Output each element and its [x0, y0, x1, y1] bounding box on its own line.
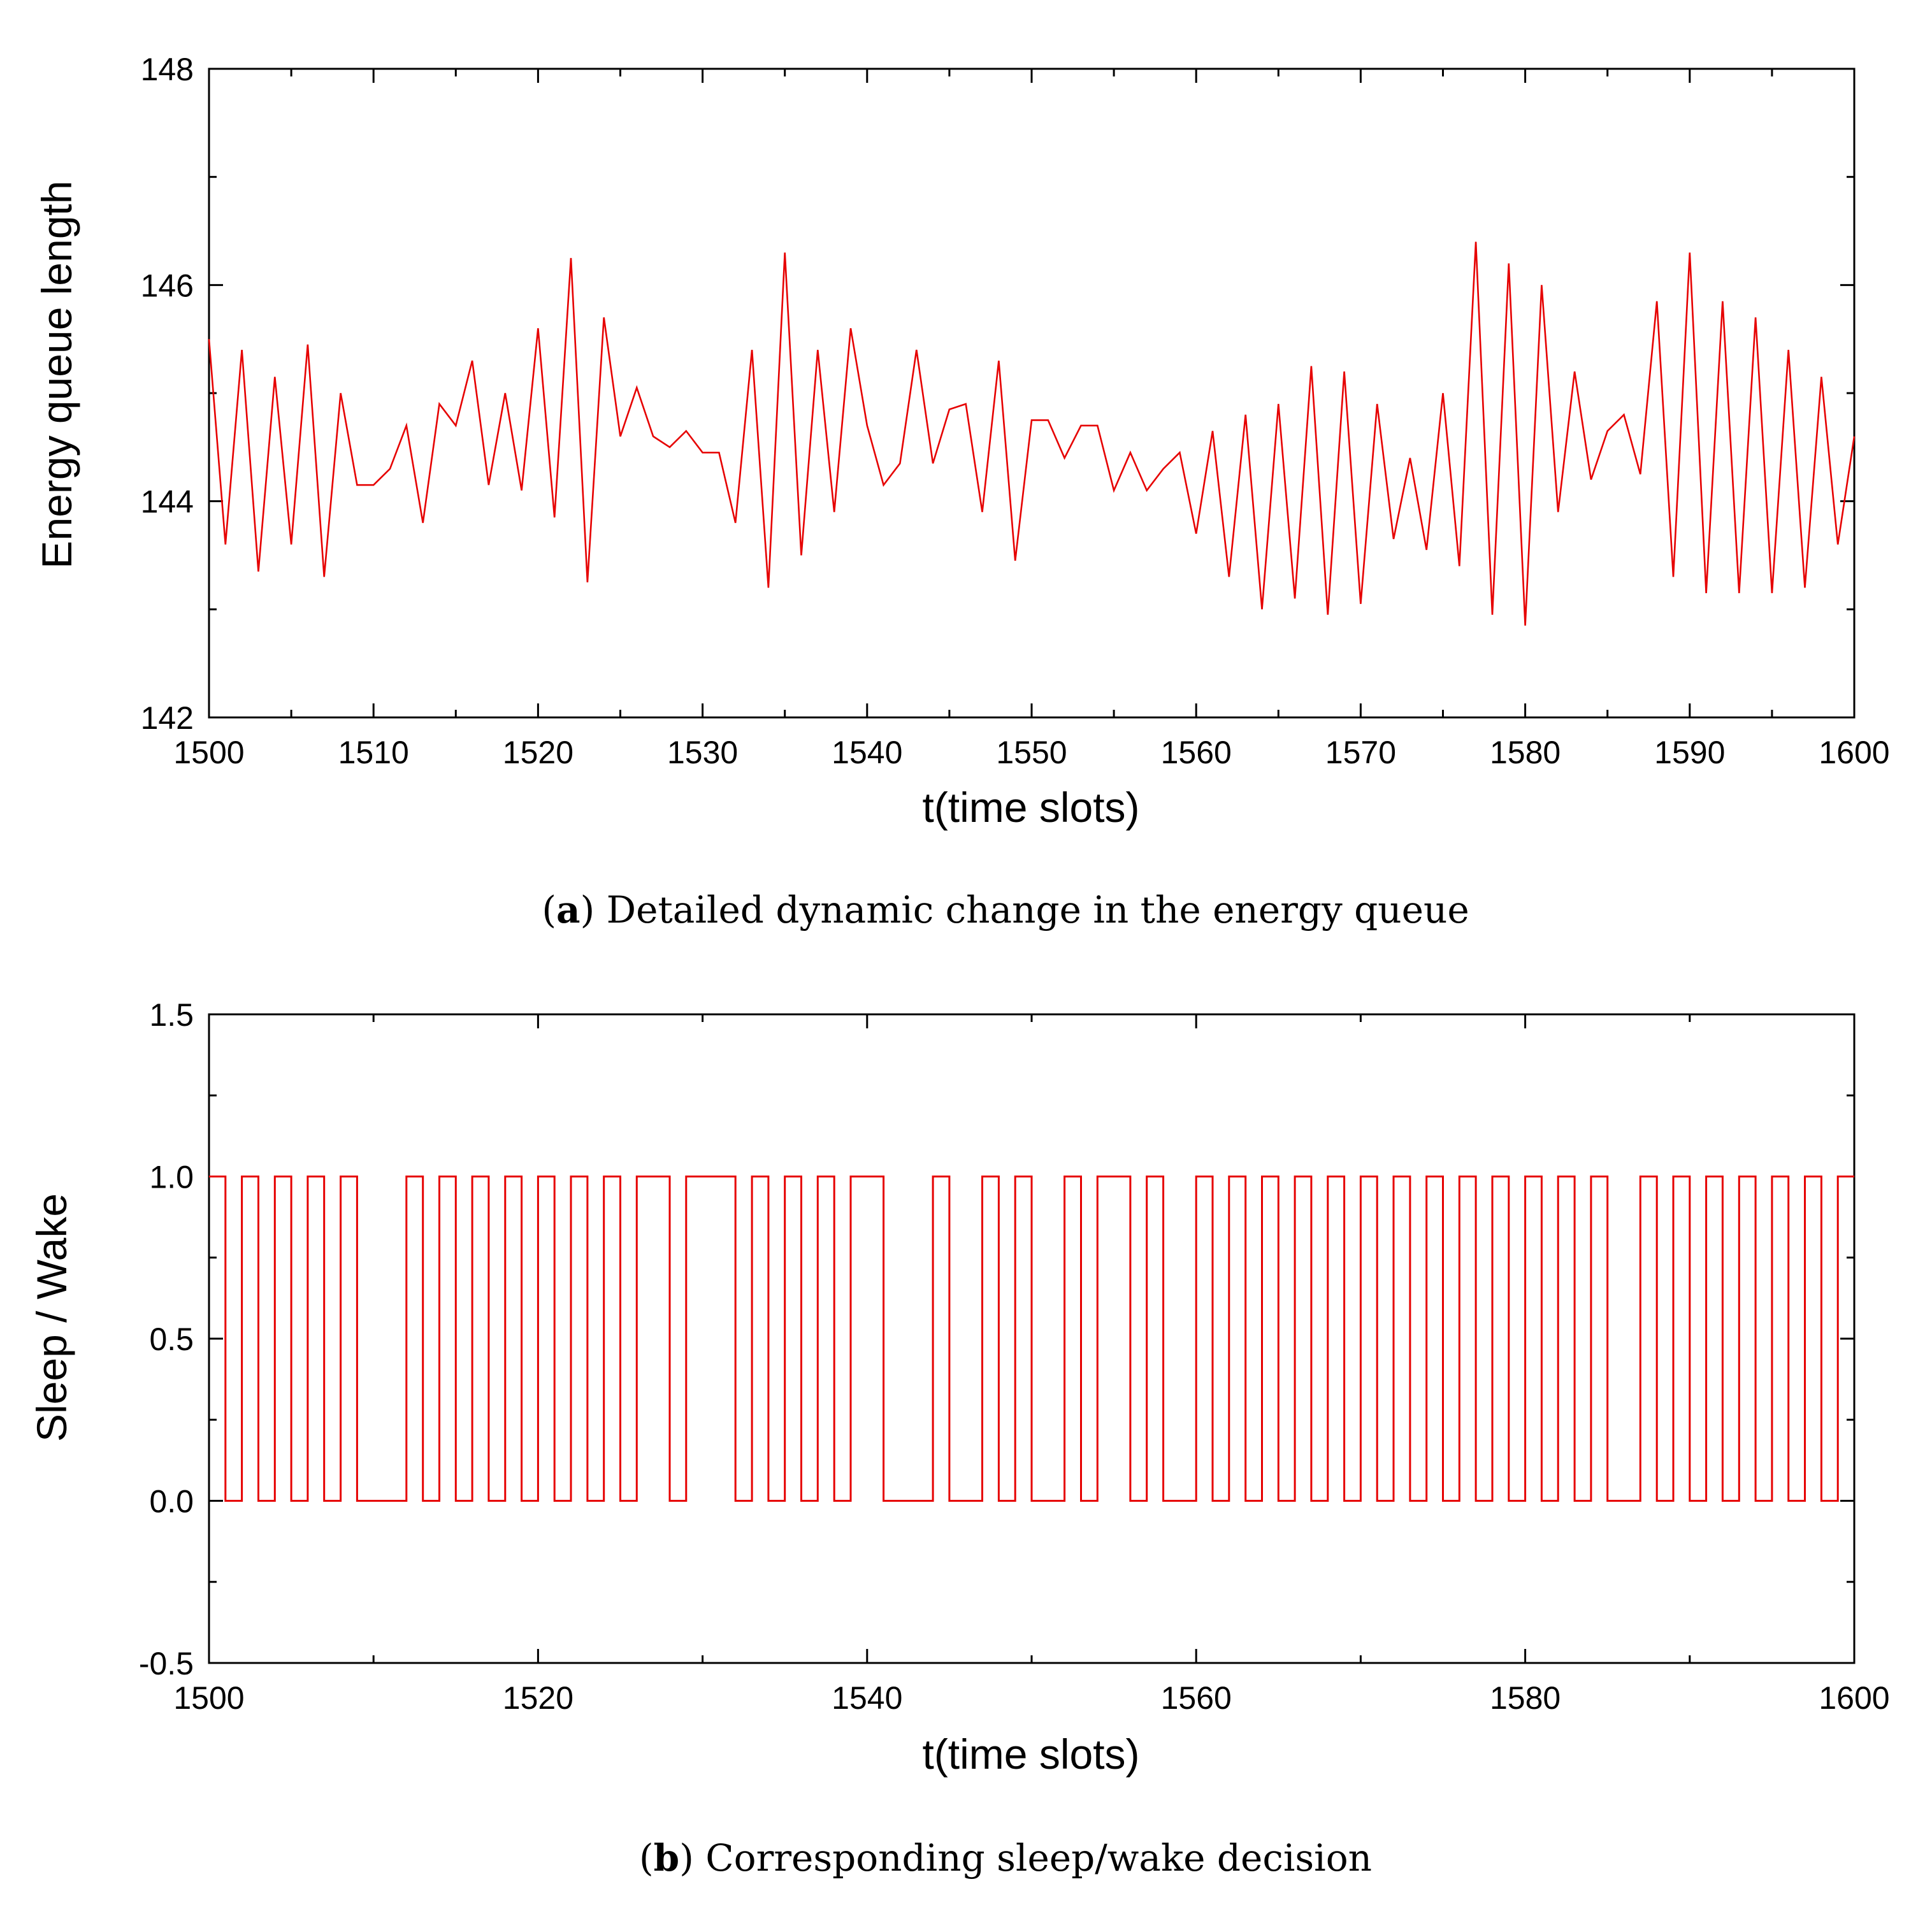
energy-queue-x-axis-label: t(time slots)	[922, 784, 1139, 831]
y-tick-label: 1.5	[149, 997, 194, 1033]
energy-queue-caption: (a) Detailed dynamic change in the energ…	[542, 888, 1469, 932]
x-tick-label: 1600	[1819, 1680, 1889, 1716]
x-tick-label: 1600	[1819, 735, 1889, 770]
x-tick-label: 1510	[338, 735, 409, 770]
energy-queue-chart: 1500 1510 1520 1530 1540 1550 1560 1570 1580 1590…	[33, 52, 1890, 932]
energy-queue-caption-letter: a	[556, 888, 580, 932]
y-tick-label: 144	[141, 484, 194, 520]
y-tick-label: 0.5	[149, 1321, 194, 1357]
x-tick-label: 1560	[1161, 1680, 1232, 1716]
x-tick-label: 1580	[1490, 1680, 1561, 1716]
sleep-wake-caption-text: Corresponding sleep/wake decision	[705, 1836, 1372, 1880]
x-tick-label: 1550	[996, 735, 1067, 770]
energy-queue-series-line	[208, 241, 1856, 626]
y-tick-label: -0.5	[139, 1646, 194, 1681]
x-tick-label: 1590	[1654, 735, 1725, 770]
sleep-wake-tick-labels: 1500 1520 1540 1560 1580 1600 -0.5 0.0 0.5 1.0 1.5	[139, 997, 1890, 1716]
energy-queue-caption-text: Detailed dynamic change in the energy qu…	[607, 888, 1469, 932]
y-tick-label: 146	[141, 268, 194, 303]
x-tick-label: 1530	[667, 735, 738, 770]
sleep-wake-axes	[208, 1013, 1856, 1664]
sleep-wake-y-axis-label: Sleep / Wake	[28, 1193, 75, 1442]
x-tick-label: 1520	[503, 1680, 573, 1716]
sleep-wake-series-line	[209, 1176, 1854, 1502]
energy-queue-axes	[208, 68, 1856, 719]
plot-frame	[208, 68, 1856, 719]
sleep-wake-x-axis-label: t(time slots)	[922, 1731, 1139, 1778]
x-tick-label: 1560	[1161, 735, 1232, 770]
y-tick-label: 148	[141, 52, 194, 87]
x-tick-label: 1500	[173, 735, 244, 770]
sleep-wake-caption-letter: b	[654, 1836, 680, 1880]
y-tick-label: 0.0	[149, 1484, 194, 1520]
energy-queue-y-axis-label: Energy queue length	[33, 180, 80, 568]
x-tick-label: 1540	[832, 1680, 902, 1716]
x-tick-label: 1540	[832, 735, 902, 770]
x-tick-label: 1500	[173, 1680, 244, 1716]
x-tick-label: 1570	[1325, 735, 1396, 770]
sleep-wake-chart: 1500 1520 1540 1560 1580 1600 -0.5 0.0 0.5 1.0 1.5…	[28, 997, 1890, 1880]
x-tick-label: 1520	[503, 735, 573, 770]
y-tick-label: 1.0	[149, 1160, 194, 1195]
sleep-wake-caption: (b) Corresponding sleep/wake decision	[639, 1836, 1372, 1880]
energy-queue-tick-labels: 1500 1510 1520 1530 1540 1550 1560 1570 1580 1590…	[141, 52, 1890, 770]
y-tick-label: 142	[141, 700, 194, 736]
x-tick-label: 1580	[1490, 735, 1561, 770]
